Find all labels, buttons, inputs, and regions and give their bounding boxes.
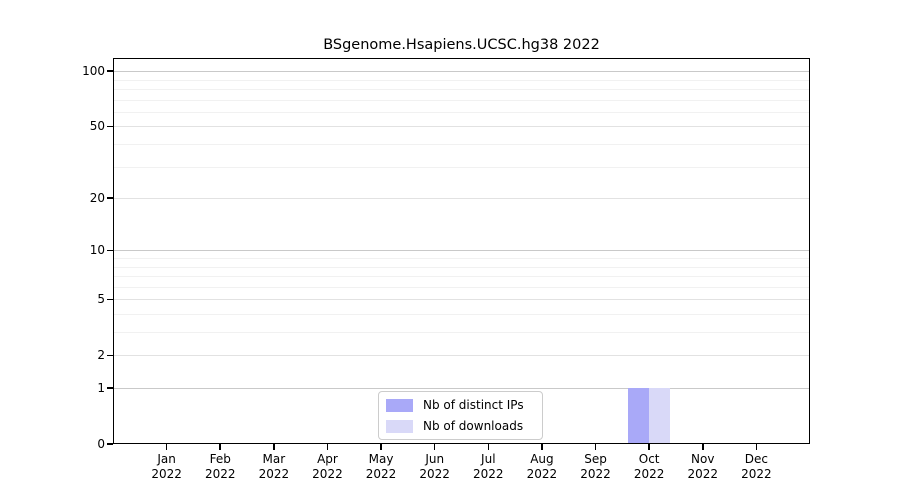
y-tick-label-10: 10: [89, 243, 105, 258]
gridline-y-7: [113, 276, 810, 278]
y-tick-label-50: 50: [89, 119, 105, 134]
gridline-y-5: [113, 299, 810, 301]
y-tick-label-1: 1: [97, 381, 105, 395]
x-tick-apr-2022: [326, 444, 329, 450]
y-tick-100: [107, 70, 113, 72]
gridline-y-8: [113, 266, 810, 268]
x-tick-jan-2022: [165, 444, 168, 450]
gridline-y-80: [113, 89, 810, 91]
gridline-y-20: [113, 198, 810, 200]
gridline-y-1: [113, 388, 810, 389]
x-tick-jul-2022: [487, 444, 490, 450]
x-tick-aug-2022: [541, 444, 543, 450]
x-tick-label-apr-2022: Apr 2022: [312, 452, 343, 481]
gridline-y-9: [113, 258, 810, 259]
y-tick-50: [107, 125, 113, 128]
y-tick-20: [107, 197, 113, 199]
y-tick-label-5: 5: [97, 292, 105, 307]
gridline-y-10: [113, 250, 810, 252]
y-tick-label-20: 20: [89, 191, 105, 206]
gridline-y-40: [113, 144, 810, 146]
gridline-y-60: [113, 111, 810, 113]
y-tick-label-2: 2: [97, 348, 105, 363]
x-tick-label-sep-2022: Sep 2022: [580, 452, 611, 481]
gridline-y-90: [113, 79, 810, 81]
legend: Nb of distinct IPs Nb of downloads: [378, 391, 543, 440]
bar-nb-of-downloads-oct-2022: [649, 388, 671, 444]
gridline-y-6: [113, 286, 810, 288]
x-tick-label-jul-2022: Jul 2022: [473, 452, 504, 481]
legend-swatch-downloads: [386, 419, 413, 433]
legend-item-distinct-ips: Nb of distinct IPs: [386, 396, 535, 414]
x-tick-label-jun-2022: Jun 2022: [419, 452, 450, 481]
y-tick-0: [107, 443, 113, 445]
y-tick-label-100: 100: [82, 64, 105, 79]
x-tick-label-may-2022: May 2022: [365, 452, 397, 481]
x-tick-label-aug-2022: Aug 2022: [526, 452, 558, 481]
gridline-y-30: [113, 166, 810, 168]
x-tick-dec-2022: [755, 444, 758, 450]
x-tick-label-nov-2022: Nov 2022: [687, 452, 719, 481]
x-tick-label-jan-2022: Jan 2022: [151, 452, 182, 481]
y-tick-2: [107, 354, 113, 356]
gridline-y-50: [113, 126, 810, 128]
x-tick-feb-2022: [219, 444, 221, 450]
legend-item-downloads: Nb of downloads: [386, 417, 535, 435]
y-tick-1: [107, 387, 113, 389]
gridline-y-4: [113, 313, 810, 315]
y-tick-label-0: 0: [97, 437, 105, 451]
x-tick-mar-2022: [273, 444, 275, 450]
x-tick-label-oct-2022: Oct 2022: [633, 452, 665, 481]
plot-area: [113, 58, 810, 444]
x-tick-nov-2022: [702, 444, 704, 450]
gridline-y-70: [113, 99, 810, 101]
chart-title: BSgenome.Hsapiens.UCSC.hg38 2022: [323, 37, 600, 53]
x-tick-label-mar-2022: Mar 2022: [258, 452, 290, 481]
y-tick-5: [107, 298, 113, 300]
x-tick-oct-2022: [648, 444, 650, 450]
x-tick-label-dec-2022: Dec 2022: [741, 452, 772, 481]
legend-swatch-distinct-ips: [386, 398, 413, 412]
bar-nb-of-distinct-ips-oct-2022: [628, 388, 650, 444]
legend-label-downloads: Nb of downloads: [423, 419, 524, 433]
legend-label-distinct-ips: Nb of distinct IPs: [423, 398, 524, 412]
y-tick-10: [107, 249, 113, 252]
x-tick-jun-2022: [433, 444, 436, 450]
x-tick-may-2022: [380, 444, 382, 450]
gridline-y-100: [113, 71, 810, 73]
gridline-y-3: [113, 332, 810, 334]
x-tick-sep-2022: [594, 444, 597, 450]
gridline-y-2: [113, 355, 810, 357]
x-tick-label-feb-2022: Feb 2022: [204, 452, 236, 481]
